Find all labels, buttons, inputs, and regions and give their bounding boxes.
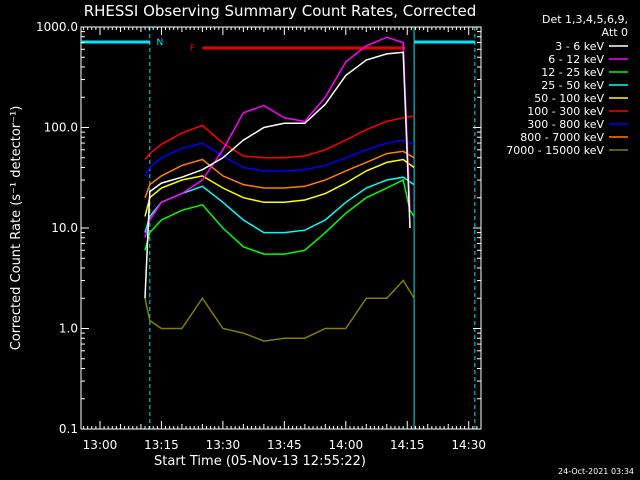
legend-label: 12 - 25 keV	[541, 66, 604, 79]
flag-label-f: F	[190, 44, 195, 54]
y-tick-label: 1.0	[59, 322, 78, 336]
y-axis: 0.1 1.0 10.0 100.0 1000.0	[36, 20, 481, 436]
y-tick-label: 10.0	[51, 221, 78, 235]
legend-label: 800 - 7000 keV	[520, 131, 604, 144]
x-axis: 13:00 13:15 13:30 13:45 14:00 14:15 14:30	[83, 27, 486, 452]
x-axis-label: Start Time (05-Nov-13 12:55:22)	[154, 454, 366, 469]
legend-label: 6 - 12 keV	[548, 53, 604, 66]
series-line-6-to-12kev	[144, 36, 411, 238]
series-line-7000-to-15000kev	[144, 279, 415, 342]
x-tick-label: 13:45	[267, 438, 302, 452]
legend-header-line-2: Att 0	[602, 26, 628, 39]
x-tick-label: 14:00	[329, 438, 364, 452]
x-tick-label: 13:30	[206, 438, 241, 452]
legend-header-line-1: Det 1,3,4,5,6,9,	[542, 13, 628, 26]
chart-title: RHESSI Observing Summary Count Rates, Co…	[84, 2, 477, 20]
flag-label-n: N	[156, 38, 163, 48]
legend-label: 25 - 50 keV	[541, 79, 604, 92]
y-tick-label: 100.0	[44, 121, 78, 135]
legend-label: 300 - 800 keV	[527, 118, 604, 131]
attenuator-flags: NF	[81, 38, 475, 54]
y-tick-label: 1000.0	[36, 20, 78, 34]
x-tick-label: 13:00	[83, 438, 118, 452]
x-tick-label: 14:15	[390, 438, 425, 452]
series-lines	[144, 36, 415, 342]
series-line-300-to-800kev	[144, 139, 415, 177]
x-tick-label: 14:30	[451, 438, 486, 452]
series-line-100-to-300kev	[144, 115, 415, 160]
generation-timestamp: 24-Oct-2021 03:34	[558, 467, 634, 476]
series-line-3-to-6kev	[144, 51, 411, 299]
series-line-12-to-25kev	[144, 178, 415, 255]
x-tick-label: 13:15	[144, 438, 179, 452]
series-line-50-to-100kev	[144, 158, 415, 217]
series-line-800-to-7000kev	[144, 150, 415, 198]
legend-label: 50 - 100 keV	[534, 92, 604, 105]
legend-label: 3 - 6 keV	[555, 40, 604, 53]
legend-label: 7000 - 15000 keV	[506, 144, 604, 157]
y-axis-label: Corrected Count Rate (s⁻¹ detector⁻¹)	[9, 106, 24, 351]
y-tick-label: 0.1	[59, 422, 78, 436]
data-gap-markers	[149, 27, 476, 429]
legend-label: 100 - 300 keV	[527, 105, 604, 118]
